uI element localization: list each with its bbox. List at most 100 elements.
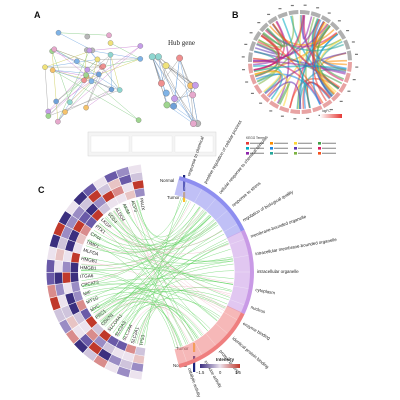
chord-ribbon (253, 15, 304, 71)
gene-label: ITGA6 (80, 273, 94, 279)
chord-gene-label (259, 102, 263, 104)
hub-edge (152, 56, 194, 124)
gene-term-link (118, 207, 194, 342)
hub-edge (151, 56, 162, 84)
chord-segment (248, 52, 253, 62)
intensity-legend-title: Intensity (216, 357, 235, 362)
heatmap-cell (73, 220, 85, 233)
gene-term-link (104, 240, 228, 327)
heatmap-cell (102, 342, 116, 354)
heatmap-cell (85, 328, 99, 342)
gene-term-link (139, 242, 229, 345)
heatmap-cell (118, 174, 132, 186)
gene-label: TIMP1 (86, 239, 101, 249)
chord-gene-label (269, 110, 273, 112)
network-edge (52, 69, 139, 121)
term-divider (215, 210, 228, 221)
intensity-tick-mid: 0 (219, 370, 222, 375)
kegg-legend-swatch (246, 147, 249, 150)
chord-ribbon (254, 50, 278, 77)
heatmap-cell (132, 180, 144, 190)
chord-gene-label (337, 20, 341, 22)
network-edge (52, 69, 99, 75)
chord-gene-label (327, 12, 331, 14)
heatmap-cell (125, 344, 137, 354)
term-divider (205, 198, 216, 211)
kegg-legend-swatch (270, 142, 273, 145)
hub-node (170, 102, 177, 110)
gene-label: SLC2A1 (130, 326, 140, 344)
chord-segment (267, 15, 278, 25)
term-group-band (240, 229, 254, 315)
kegg-legend-label (322, 147, 336, 149)
gene-term-link (136, 243, 229, 344)
chord-segment (312, 105, 323, 113)
ppi-network (42, 30, 144, 125)
chord-segment (346, 50, 352, 61)
gene-label: SLC2A4 (122, 323, 134, 341)
gene-term-link (102, 219, 230, 255)
chord-gene-label (329, 108, 333, 111)
gene-term-link (98, 224, 223, 250)
heatmap-cell (98, 348, 112, 361)
gene-term-link (99, 222, 217, 322)
heatmap-cell (76, 299, 87, 312)
chord-gene-label (306, 117, 310, 120)
panel-a-letter: A (34, 10, 41, 20)
chord-segment (347, 62, 352, 72)
group-label: Tumor (167, 195, 180, 200)
heatmap-cell (73, 191, 88, 206)
hub-node (155, 53, 162, 61)
gene-term-link (118, 298, 221, 337)
hub-node (148, 53, 156, 61)
gene-term-link (86, 233, 225, 300)
chord-gene-label (244, 43, 248, 45)
intensity-colorbar (200, 364, 240, 368)
term-divider (233, 285, 249, 289)
term-divider (215, 323, 228, 334)
heatmap-cell (73, 290, 83, 302)
hub-edge (174, 98, 198, 124)
chord-segment (310, 11, 321, 19)
network-edge (86, 75, 112, 90)
hub-edge (158, 56, 196, 86)
gene-label: HMGB1 (80, 265, 97, 271)
gene-term-link (115, 209, 231, 297)
network-edge (85, 74, 139, 121)
gene-term-link (134, 200, 211, 241)
heatmap-cell (68, 302, 80, 315)
hub-gene-title: Hub gene (168, 39, 195, 47)
gene-term-link (92, 232, 234, 285)
network-edge (48, 65, 104, 117)
heatmap-cell (116, 166, 130, 178)
gene-term-link (104, 217, 218, 247)
chord-segment (290, 109, 300, 114)
gene-term-link (81, 221, 217, 266)
heatmap-cell (128, 164, 142, 175)
chord-segment (343, 39, 351, 50)
network-edge (69, 81, 92, 103)
heatmap-cell (60, 225, 73, 240)
chord-gene-label (278, 8, 282, 10)
group-bar (193, 356, 196, 372)
gene-label: PTX1 (94, 224, 106, 235)
gene-term-link (81, 272, 176, 349)
chord-gene-label (293, 118, 297, 120)
heatmap-cell (122, 351, 135, 362)
hub-node (190, 120, 197, 127)
panel-c: C TP53SLC2A1SLC2A4SLC2A3SLCO4A1CDKN1PRC1… (38, 118, 338, 398)
gene-term-link (81, 214, 210, 282)
chord-segment (249, 41, 257, 52)
gene-term-link (82, 278, 234, 287)
network-edge (64, 89, 112, 113)
heatmap-cell (71, 252, 81, 263)
gene-term-link (87, 216, 212, 253)
chord-segment (337, 29, 347, 40)
gene-label: AKIM (122, 203, 131, 215)
kegg-legend-swatch (318, 142, 321, 145)
gene-term-link (140, 287, 232, 345)
term-divider (230, 299, 245, 305)
network-edge (110, 42, 141, 60)
chord-segment (322, 99, 333, 109)
chord-ribbon (269, 25, 335, 46)
